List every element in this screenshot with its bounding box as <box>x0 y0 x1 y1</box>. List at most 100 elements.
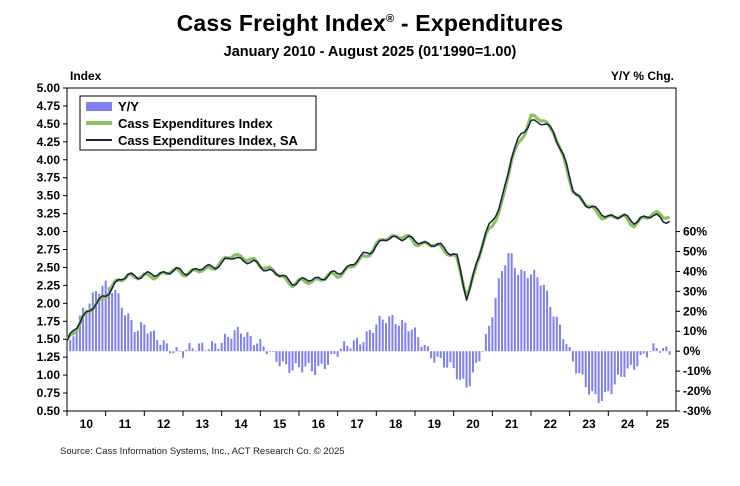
yy-bar <box>452 351 455 369</box>
yy-bar <box>356 337 358 352</box>
yy-bar <box>410 329 413 352</box>
legend-label: Cass Expenditures Index <box>118 116 273 131</box>
x-tick-label: 23 <box>582 417 596 431</box>
yy-bar <box>397 325 400 352</box>
yy-bar <box>185 349 188 352</box>
yy-bar <box>533 269 536 352</box>
x-tick-label: 11 <box>119 417 132 431</box>
yy-bar <box>494 297 497 352</box>
yy-bar <box>636 351 639 367</box>
yy-bar <box>352 340 355 352</box>
y-tick-label: 4.75 <box>37 99 61 113</box>
legend-label: Cass Expenditures Index, SA <box>118 133 299 148</box>
yy-bar <box>198 343 201 352</box>
yy-bar <box>323 351 326 370</box>
yy-bar <box>600 351 603 402</box>
y-tick-label: 1.75 <box>37 314 61 328</box>
yy-bar <box>449 351 452 363</box>
x-tick-label: 18 <box>389 417 403 431</box>
yy-bar <box>153 330 155 352</box>
yy-bar <box>385 323 387 352</box>
yy-bar <box>66 351 68 356</box>
yy-bar <box>542 284 545 352</box>
yy-bar <box>642 351 645 354</box>
x-tick-label: 17 <box>350 417 364 431</box>
yy-bar <box>72 336 75 352</box>
yy-bar <box>439 351 442 359</box>
yy-bar <box>394 323 397 352</box>
yy-bar <box>107 287 110 352</box>
yy-bar <box>243 337 246 352</box>
yy-bar <box>433 351 436 363</box>
yy-bar <box>581 351 584 375</box>
yy-bar <box>568 346 571 352</box>
yy-bar <box>497 278 500 352</box>
yy-bar <box>211 341 213 352</box>
yy-bar <box>459 351 462 380</box>
yy-bar <box>336 351 339 357</box>
yy-bar <box>249 336 252 352</box>
y2-tick-label: 0% <box>683 344 701 358</box>
y-axis-title-right: Y/Y % Chg. <box>610 69 674 83</box>
yy-bar <box>204 350 207 352</box>
chart-subtitle: January 2010 - August 2025 (01'1990=1.00… <box>223 44 517 60</box>
yy-bar <box>617 351 619 375</box>
yy-bar <box>149 331 152 352</box>
yy-bar <box>607 351 610 392</box>
yy-bar <box>259 339 262 352</box>
yy-bar <box>488 325 491 352</box>
y-tick-label: 2.50 <box>37 260 61 274</box>
yy-bar <box>88 303 91 352</box>
yy-bar <box>372 332 375 352</box>
y-tick-label: 1.25 <box>37 350 61 364</box>
legend-box <box>79 95 317 151</box>
yy-bar <box>143 324 146 352</box>
yy-bar <box>175 346 178 352</box>
yy-bar <box>407 331 410 352</box>
x-tick-label: 12 <box>157 417 171 431</box>
yy-bar <box>594 351 597 395</box>
yy-bar <box>472 351 474 373</box>
yy-bar <box>156 340 159 352</box>
yy-bar <box>78 315 81 352</box>
y2-tick-label: -20% <box>683 384 711 398</box>
yy-bar <box>633 351 636 370</box>
yy-bar <box>294 351 297 364</box>
y2-tick-label: -30% <box>683 404 711 418</box>
y-tick-label: 0.75 <box>37 386 61 400</box>
legend-label: Y/Y <box>118 99 139 114</box>
x-tick-label: 14 <box>234 417 248 431</box>
yy-bar <box>133 332 136 352</box>
yy-bar <box>95 291 97 352</box>
yy-bar <box>343 341 346 352</box>
yy-bar <box>117 293 120 352</box>
yy-bar <box>246 332 249 352</box>
y-tick-label: 2.75 <box>37 243 61 257</box>
yy-bar <box>214 343 217 352</box>
yy-bar <box>365 331 368 352</box>
yy-bar <box>530 274 532 352</box>
yy-bar <box>539 285 542 352</box>
yy-bar <box>146 333 149 352</box>
yy-bar <box>414 327 416 352</box>
yy-bar <box>298 351 300 368</box>
x-tick-label: 16 <box>312 417 326 431</box>
yy-bar <box>401 319 404 352</box>
y-tick-label: 2.25 <box>37 278 61 292</box>
yy-bar <box>362 342 365 352</box>
yy-bar <box>575 351 578 374</box>
yy-bar <box>330 351 333 355</box>
yy-bar <box>559 324 561 352</box>
x-tick-label: 15 <box>273 417 287 431</box>
y-tick-label: 1.00 <box>37 368 61 382</box>
yy-bar <box>629 351 632 365</box>
yy-bar <box>658 351 661 353</box>
yy-bar <box>455 351 458 380</box>
yy-bar <box>465 351 468 388</box>
x-tick-label: 20 <box>466 417 480 431</box>
yy-bar <box>230 338 233 352</box>
source-note: Source: Cass Information Systems, Inc., … <box>60 446 345 457</box>
y-tick-label: 5.00 <box>37 81 61 95</box>
registered-mark: ® <box>385 13 395 25</box>
